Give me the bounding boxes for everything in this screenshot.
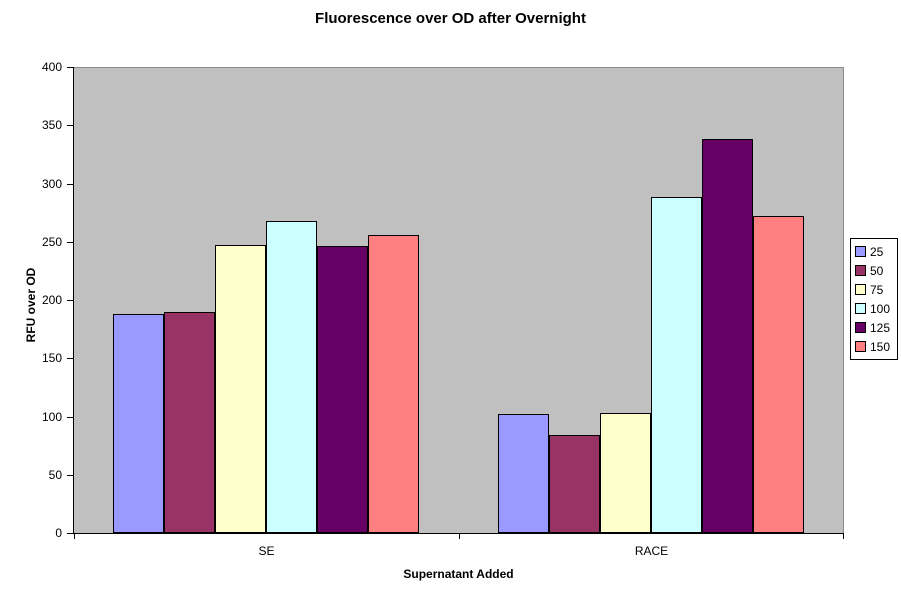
bar-SE-25 (113, 314, 164, 533)
y-tick-label: 250 (41, 235, 62, 249)
legend-swatch-icon (855, 303, 866, 314)
x-axis-title: Supernatant Added (403, 567, 514, 581)
category-label-RACE: RACE (634, 544, 669, 558)
y-tick-mark (67, 417, 74, 418)
legend-label: 25 (870, 244, 884, 259)
bar-SE-100 (266, 221, 317, 533)
x-tick-mark (74, 533, 75, 539)
x-tick-mark (459, 533, 460, 539)
bar-RACE-125 (702, 139, 753, 533)
category-label-SE: SE (258, 544, 275, 558)
y-tick-mark (67, 358, 74, 359)
legend-swatch-icon (855, 284, 866, 295)
y-tick-mark (67, 475, 74, 476)
legend-label: 100 (870, 301, 891, 316)
y-tick-label: 400 (41, 60, 62, 74)
bar-RACE-100 (651, 197, 702, 533)
legend-item-100: 100 (855, 299, 897, 318)
y-tick-mark (67, 184, 74, 185)
y-tick-label: 200 (41, 293, 62, 307)
legend-swatch-icon (855, 246, 866, 257)
bar-RACE-150 (753, 216, 804, 533)
legend-label: 150 (870, 339, 891, 354)
y-tick-label: 0 (55, 526, 62, 540)
legend-item-25: 25 (855, 242, 897, 261)
y-tick-mark (67, 125, 74, 126)
y-tick-label: 150 (41, 351, 62, 365)
legend-swatch-icon (855, 341, 866, 352)
legend-item-125: 125 (855, 318, 897, 337)
y-tick-label: 50 (48, 468, 62, 482)
y-tick-label: 350 (41, 118, 62, 132)
bar-SE-150 (368, 235, 419, 533)
legend-label: 125 (870, 320, 891, 335)
legend-item-75: 75 (855, 280, 897, 299)
legend-label: 50 (870, 263, 884, 278)
y-tick-label: 100 (41, 410, 62, 424)
y-tick-mark (67, 242, 74, 243)
y-tick-mark (67, 67, 74, 68)
bar-SE-125 (317, 246, 368, 533)
x-axis-line (73, 533, 844, 534)
legend-swatch-icon (855, 265, 866, 276)
bar-SE-50 (164, 312, 215, 533)
y-tick-mark (67, 300, 74, 301)
legend-swatch-icon (855, 322, 866, 333)
legend: 25 50 75 100 125 150 (850, 238, 898, 360)
chart-title: Fluorescence over OD after Overnight (315, 10, 586, 27)
y-tick-label: 300 (41, 177, 62, 191)
bar-RACE-75 (600, 413, 651, 533)
bar-RACE-50 (549, 435, 600, 533)
legend-item-50: 50 (855, 261, 897, 280)
y-tick-mark (67, 533, 74, 534)
x-tick-mark (843, 533, 844, 539)
legend-label: 75 (870, 282, 884, 297)
bar-RACE-25 (498, 414, 549, 533)
bar-SE-75 (215, 245, 266, 533)
legend-item-150: 150 (855, 337, 897, 356)
